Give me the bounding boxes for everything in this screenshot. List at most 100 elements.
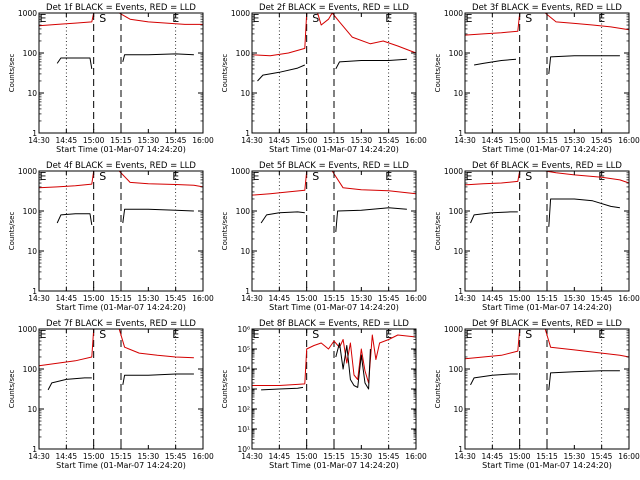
- y-tick-label: 1000: [444, 9, 463, 18]
- x-tick-label: 15:30: [138, 294, 160, 303]
- marker-s: S: [312, 170, 319, 183]
- marker-e-left: E: [40, 170, 47, 183]
- y-tick-label: 1: [245, 287, 250, 296]
- x-axis-label: Start Time (01-Mar-07 14:24:20): [269, 145, 399, 154]
- x-tick-label: 15:45: [378, 136, 400, 145]
- y-tick-label: 100: [236, 207, 251, 216]
- x-tick-label: 16:00: [405, 452, 427, 461]
- y-tick-label: 10: [240, 89, 250, 98]
- x-tick-label: 15:30: [564, 136, 586, 145]
- y-tick-label: 1: [458, 129, 463, 138]
- x-tick-label: 15:45: [378, 294, 400, 303]
- series-events: [47, 373, 194, 391]
- x-tick-label: 14:30: [241, 294, 263, 303]
- series-events: [470, 198, 620, 227]
- y-tick-label: 100: [449, 49, 464, 58]
- y-tick-label: 10³: [237, 385, 250, 394]
- x-tick-label: 16:00: [618, 294, 640, 303]
- y-tick-label: 100: [449, 207, 464, 216]
- x-axis-label: Start Time (01-Mar-07 14:24:20): [269, 303, 399, 312]
- x-tick-label: 15:15: [323, 452, 345, 461]
- x-tick-label: 15:45: [591, 452, 613, 461]
- x-tick-label: 16:00: [405, 136, 427, 145]
- y-tick-label: 1000: [18, 9, 37, 18]
- x-tick-label: 14:45: [269, 136, 291, 145]
- x-axis-label: Start Time (01-Mar-07 14:24:20): [482, 303, 612, 312]
- x-tick-label: 14:30: [28, 136, 50, 145]
- y-axis-label: Counts/sec: [434, 54, 442, 93]
- marker-e-left: E: [466, 328, 473, 341]
- x-tick-label: 15:45: [378, 452, 400, 461]
- y-tick-label: 100: [236, 49, 251, 58]
- marker-s: S: [525, 328, 532, 341]
- y-axis-label: Counts/sec: [221, 54, 229, 93]
- marker-e-left: E: [253, 328, 260, 341]
- x-tick-label: 15:45: [591, 294, 613, 303]
- panel-title: Det 5f BLACK = Events, RED = LLD: [259, 161, 409, 171]
- panel-title: Det 4f BLACK = Events, RED = LLD: [46, 161, 196, 171]
- panel-title: Det 8f BLACK = Events, RED = LLD: [259, 319, 409, 329]
- marker-s: S: [525, 12, 532, 25]
- y-tick-label: 100: [23, 207, 38, 216]
- y-tick-label: 10: [27, 89, 37, 98]
- x-tick-label: 14:30: [454, 294, 476, 303]
- series-lld: [38, 328, 194, 367]
- y-tick-label: 10⁰: [237, 445, 250, 454]
- marker-s: S: [312, 328, 319, 341]
- x-tick-label: 14:45: [56, 452, 78, 461]
- x-tick-label: 15:00: [296, 136, 318, 145]
- series-lld: [251, 12, 417, 57]
- y-axis-label: Counts/sec: [434, 370, 442, 409]
- y-tick-label: 1000: [18, 325, 37, 334]
- series-events: [470, 370, 620, 390]
- marker-e: E: [172, 328, 179, 341]
- marker-s: S: [99, 12, 106, 25]
- x-tick-label: 14:30: [454, 452, 476, 461]
- y-tick-label: 1000: [444, 325, 463, 334]
- y-tick-label: 10⁵: [237, 345, 250, 354]
- y-tick-label: 10: [453, 89, 463, 98]
- series-lld: [252, 334, 417, 386]
- y-tick-label: 10⁶: [237, 325, 250, 334]
- x-tick-label: 15:15: [110, 452, 132, 461]
- x-tick-label: 14:45: [482, 294, 504, 303]
- x-tick-label: 16:00: [192, 294, 214, 303]
- x-tick-label: 14:30: [454, 136, 476, 145]
- panel-title: Det 2f BLACK = Events, RED = LLD: [259, 3, 409, 13]
- marker-e: E: [385, 170, 392, 183]
- marker-e: E: [598, 328, 605, 341]
- y-tick-label: 1: [458, 445, 463, 454]
- x-tick-label: 16:00: [618, 136, 640, 145]
- x-tick-label: 15:00: [296, 452, 318, 461]
- x-tick-label: 16:00: [618, 452, 640, 461]
- marker-e: E: [385, 328, 392, 341]
- x-tick-label: 14:45: [269, 294, 291, 303]
- y-axis-label: Counts/sec: [434, 212, 442, 251]
- marker-e: E: [598, 12, 605, 25]
- x-tick-label: 15:30: [564, 294, 586, 303]
- y-tick-label: 100: [449, 365, 464, 374]
- x-axis-label: Start Time (01-Mar-07 14:24:20): [56, 303, 186, 312]
- marker-e-left: E: [466, 12, 473, 25]
- y-tick-label: 1: [458, 287, 463, 296]
- y-tick-label: 10: [27, 247, 37, 256]
- x-tick-label: 15:00: [83, 136, 105, 145]
- x-tick-label: 15:00: [509, 452, 531, 461]
- x-tick-label: 15:45: [165, 294, 187, 303]
- x-axis-label: Start Time (01-Mar-07 14:24:20): [482, 145, 612, 154]
- x-tick-label: 14:45: [482, 136, 504, 145]
- panel-title: Det 7f BLACK = Events, RED = LLD: [46, 319, 196, 329]
- y-tick-label: 10: [453, 247, 463, 256]
- x-axis-label: Start Time (01-Mar-07 14:24:20): [482, 461, 612, 470]
- x-tick-label: 16:00: [192, 136, 214, 145]
- marker-e-left: E: [253, 170, 260, 183]
- marker-e: E: [598, 170, 605, 183]
- y-tick-label: 1000: [18, 167, 37, 176]
- x-tick-label: 15:15: [536, 136, 558, 145]
